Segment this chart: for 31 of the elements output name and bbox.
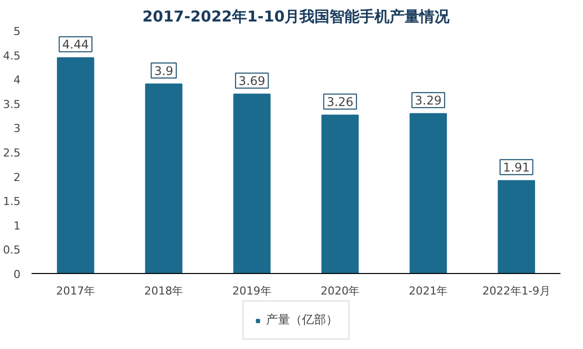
x-tick-label: 2020年 bbox=[320, 284, 360, 298]
legend-label: 产量（亿部） bbox=[266, 312, 338, 328]
data-label: 1.91 bbox=[503, 160, 530, 175]
y-tick-label: 0.5 bbox=[3, 244, 21, 257]
bar bbox=[321, 114, 359, 274]
y-tick-label: 4.5 bbox=[3, 49, 21, 62]
data-label: 3.69 bbox=[238, 74, 266, 88]
data-label: 3.9 bbox=[154, 64, 174, 78]
bar bbox=[56, 57, 94, 274]
y-tick-label: 3 bbox=[14, 122, 20, 136]
bar bbox=[145, 83, 182, 274]
data-label: 3.29 bbox=[414, 94, 442, 108]
y-tick-label: 0 bbox=[14, 268, 20, 281]
chart-title: 2017-2022年1-10月我国智能手机产量情况 bbox=[142, 8, 451, 26]
y-tick-label: 2 bbox=[14, 170, 20, 184]
y-tick-label: 1.5 bbox=[3, 195, 21, 208]
x-tick-label: 2021年 bbox=[408, 284, 448, 298]
bar bbox=[233, 94, 271, 274]
x-tick-label: 2019年 bbox=[232, 284, 272, 298]
y-tick-label: 2.5 bbox=[3, 146, 21, 160]
y-tick-label: 3.5 bbox=[3, 98, 21, 111]
y-tick-label: 5 bbox=[14, 25, 20, 38]
y-tick-label: 4 bbox=[14, 74, 20, 87]
x-tick-label: 2018年 bbox=[144, 284, 184, 298]
x-tick-label: 2022年1-9月 bbox=[482, 284, 550, 298]
bar bbox=[498, 180, 536, 274]
data-label: 4.44 bbox=[62, 38, 89, 52]
bar bbox=[410, 113, 447, 274]
data-label: 3.26 bbox=[326, 95, 354, 110]
x-tick-label: 2017年 bbox=[56, 284, 96, 298]
y-tick-label: 1 bbox=[14, 219, 20, 232]
